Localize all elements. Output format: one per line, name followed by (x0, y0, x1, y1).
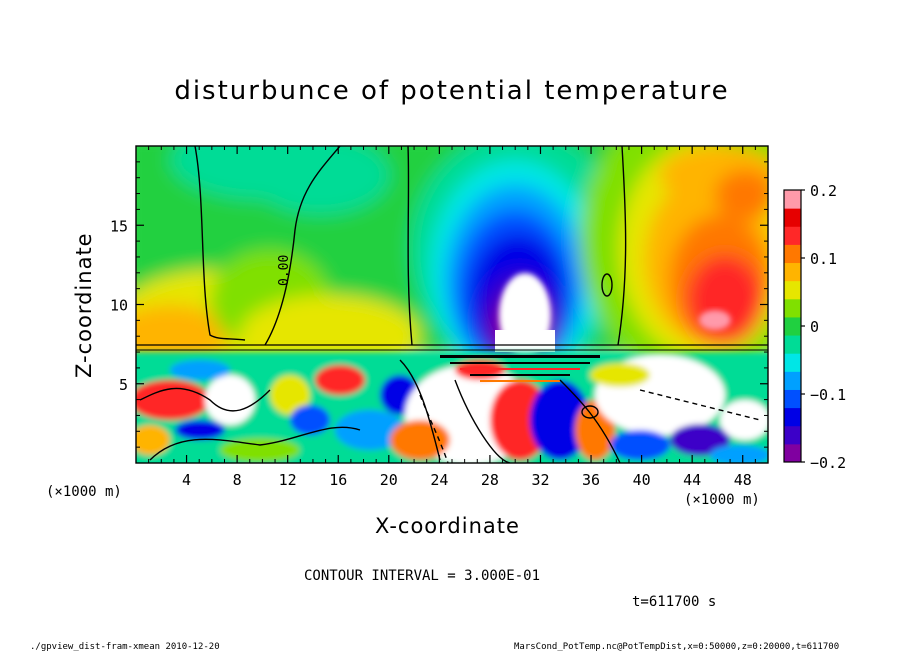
x-unit-label-right: (×1000 m) (684, 492, 760, 508)
x-tick-label: 12 (279, 471, 297, 489)
x-tick-label: 48 (734, 471, 752, 489)
y-tick-label: 10 (110, 297, 128, 315)
colorbar-segment (784, 190, 801, 209)
colorbar-segment (784, 425, 801, 445)
colorbar-segment (784, 298, 801, 318)
colorbar-segment (784, 208, 801, 227)
plot-area (136, 146, 768, 463)
lower-field-fill (136, 352, 768, 463)
colorbar-segment (784, 262, 801, 282)
colorbar-segment (784, 280, 801, 300)
colorbar-segment (784, 407, 801, 427)
colorbar (783, 189, 802, 463)
x-tick-label: 4 (182, 471, 191, 489)
colorbar-segment (784, 316, 801, 336)
colorbar-tick-label: 0.1 (810, 250, 837, 268)
colorbar-segment (784, 244, 801, 264)
colorbar-segment (784, 371, 801, 390)
colorbar-tick-label: 0.2 (810, 182, 837, 200)
x-tick-label: 28 (481, 471, 499, 489)
contour-label: 0.00 (277, 255, 292, 286)
y-axis-label: Z-coordinate (72, 232, 96, 378)
contour-interval-label: CONTOUR INTERVAL = 3.000E-01 (304, 568, 541, 584)
x-tick-label: 24 (430, 471, 448, 489)
colorbar-ticks: 0.2 0.1 0 −0.1 −0.2 (801, 182, 846, 472)
y-tick-label: 5 (119, 376, 128, 394)
colorbar-segment (784, 335, 801, 354)
colorbar-segment (784, 353, 801, 372)
x-tick-label: 36 (582, 471, 600, 489)
colorbar-tick-label: −0.2 (810, 454, 846, 472)
chart-title: disturbunce of potential temperature (174, 76, 730, 106)
footer-right: MarsCond_PotTemp.nc@PotTempDist,x=0:5000… (514, 642, 840, 652)
x-tick-label: 40 (633, 471, 651, 489)
colorbar-tick-label: 0 (810, 318, 819, 336)
interface-stripes (440, 355, 600, 382)
colorbar-segment (784, 226, 801, 245)
time-label: t=611700 s (632, 594, 717, 610)
colorbar-segment (784, 389, 801, 409)
upper-field-fill (136, 146, 768, 390)
y-tick-label: 15 (110, 217, 128, 235)
footer-left: ./gpview_dist-fram-xmean 2010-12-20 (30, 642, 220, 652)
x-tick-label: 8 (233, 471, 242, 489)
x-tick-label: 32 (531, 471, 549, 489)
x-axis-label: X-coordinate (375, 514, 520, 538)
x-tick-label: 44 (683, 471, 701, 489)
x-tick-label: 20 (380, 471, 398, 489)
y-axis-ticks: 5 10 15 (110, 161, 768, 448)
x-tick-label: 16 (329, 471, 347, 489)
x-unit-label-left: (×1000 m) (46, 484, 122, 500)
contour-lines (136, 146, 768, 463)
colorbar-tick-label: −0.1 (810, 386, 846, 404)
x-axis-ticks: 4 8 12 16 20 24 28 32 36 40 44 48 (148, 146, 756, 489)
colorbar-segment (784, 443, 801, 463)
